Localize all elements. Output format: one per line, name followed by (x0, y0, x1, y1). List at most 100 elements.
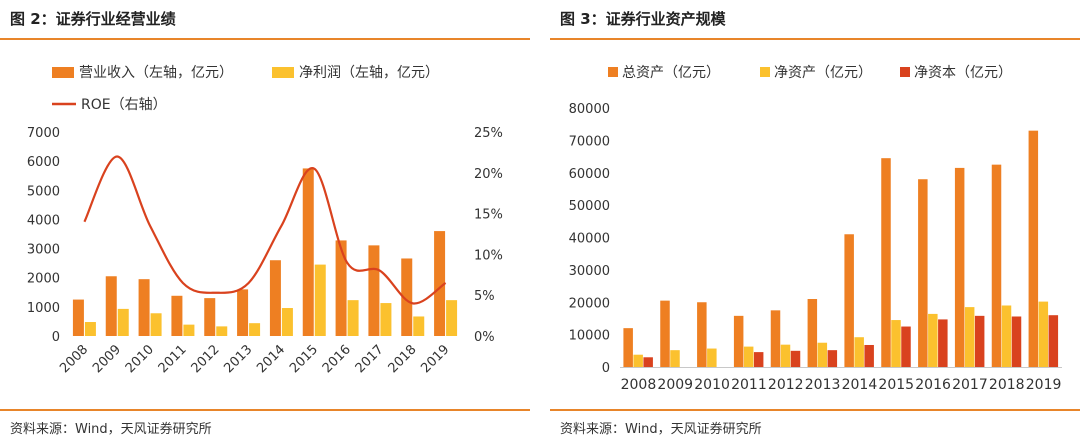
bar-net-capital (974, 315, 985, 367)
bar-profit (216, 326, 228, 336)
bar-net-capital (938, 319, 948, 367)
bar-profit (183, 324, 195, 336)
legend-swatch-revenue (52, 67, 74, 78)
bar-profit (446, 300, 458, 336)
roe-line (83, 155, 447, 305)
bar-total-assets (881, 158, 891, 367)
title-divider (0, 38, 530, 40)
bar-profit (413, 316, 425, 336)
bar-net-capital (753, 352, 764, 367)
x-axis-tick-label: 2010 (694, 377, 730, 393)
x-axis-tick-label: 2019 (1026, 377, 1062, 393)
left-axis-tick-label: 0 (52, 330, 60, 345)
source-note: 资料来源：Wind，天风证券研究所 (10, 422, 212, 437)
legend-swatch-profit (272, 67, 294, 78)
bar-total-assets (807, 299, 818, 367)
bar-net-assets (964, 307, 975, 367)
left-axis-tick-label: 3000 (27, 243, 60, 258)
bar-total-assets (954, 167, 965, 367)
bar-total-assets (844, 234, 854, 367)
x-axis-tick-label: 2018 (989, 377, 1025, 393)
bar-profit (380, 303, 392, 336)
bar-net-capital (901, 326, 911, 367)
y-axis-tick-label: 50000 (569, 199, 610, 214)
source-note: 资料来源：Wind，天风证券研究所 (560, 422, 762, 437)
bar-total-assets (623, 328, 633, 367)
bar-total-assets (1028, 130, 1039, 367)
y-axis-tick-label: 0 (602, 361, 610, 376)
x-axis-tick-label: 2015 (878, 377, 914, 393)
legend-label-total-assets: 总资产（亿元） (622, 65, 720, 81)
asset-scale-chart: 总资产（亿元） 净资产（亿元） 净资本（亿元） 0 10000 20000 30000 400… (569, 65, 1062, 393)
legend-swatch-net-capital (900, 67, 910, 77)
figure-title: 图 3：证券行业资产规模 (560, 10, 726, 28)
bar-net-assets (817, 342, 828, 367)
x-axis-tick-label: 2010 (123, 342, 157, 376)
left-axis-tick-label: 5000 (27, 184, 60, 199)
right-axis-tick-label: 5% (474, 289, 495, 304)
x-axis-tick-label: 2012 (189, 342, 223, 376)
bar-net-capital (1011, 316, 1022, 367)
y-axis-tick-label: 30000 (569, 264, 610, 279)
source-divider (550, 409, 1080, 411)
figure-title: 图 2：证券行业经营业绩 (10, 10, 176, 28)
source-divider (0, 409, 530, 411)
bar-net-capital (643, 357, 653, 367)
legend-label-net-capital: 净资本（亿元） (914, 65, 1012, 81)
x-axis-tick-label: 2011 (156, 342, 190, 376)
x-axis-tick-label: 2015 (287, 342, 321, 376)
bar-net-assets (1001, 305, 1012, 367)
x-axis-tick-label: 2017 (353, 342, 387, 376)
bar-net-assets (1038, 301, 1049, 367)
bar-net-assets (707, 348, 717, 367)
y-axis-tick-label: 80000 (569, 102, 610, 117)
legend-label-profit: 净利润（左轴，亿元） (299, 65, 439, 81)
bar-net-assets (928, 313, 938, 367)
right-axis-tick-label: 20% (474, 167, 503, 182)
title-divider (550, 38, 1080, 40)
bar-profit (84, 322, 96, 336)
bar-revenue (72, 299, 84, 336)
x-axis-tick-label: 2012 (768, 377, 804, 393)
bar-profit (117, 308, 129, 336)
x-axis-tick-label: 2009 (90, 342, 124, 376)
left-chart-panel: 图 2：证券行业经营业绩 营业收入（左轴，亿元） 净利润（左轴，亿元） ROE（右轴… (0, 0, 530, 443)
left-axis-tick-label: 2000 (27, 272, 60, 287)
bar-net-assets (780, 344, 791, 367)
bar-revenue (335, 240, 347, 336)
bar-net-capital (827, 350, 838, 367)
bar-profit (314, 264, 326, 336)
legend-swatch-net-assets (760, 67, 770, 77)
bar-total-assets (733, 315, 744, 367)
x-axis-tick-label: 2016 (320, 342, 354, 376)
y-axis-tick-label: 40000 (569, 232, 610, 247)
y-axis-tick-label: 60000 (569, 167, 610, 182)
bar-revenue (204, 298, 216, 336)
bar-revenue (171, 295, 183, 336)
x-axis-tick-label: 2016 (915, 377, 951, 393)
bar-net-capital (1048, 315, 1059, 367)
bar-net-capital (864, 344, 874, 367)
bar-revenue (138, 279, 150, 336)
bar-revenue (105, 276, 117, 336)
legend-label-revenue: 营业收入（左轴，亿元） (79, 65, 233, 81)
bar-profit (150, 313, 162, 336)
bar-profit (281, 308, 293, 336)
operating-performance-chart: 营业收入（左轴，亿元） 净利润（左轴，亿元） ROE（右轴） 0 1000 2000 300… (27, 65, 503, 376)
bar-net-assets (633, 354, 643, 367)
bar-revenue (302, 168, 314, 336)
left-axis-tick-label: 7000 (27, 126, 60, 141)
bar-total-assets (660, 300, 670, 367)
bar-revenue (401, 258, 413, 336)
bar-net-assets (891, 320, 901, 367)
x-axis-tick-label: 2013 (805, 377, 841, 393)
bar-total-assets (770, 310, 781, 367)
right-axis-tick-label: 0% (474, 330, 495, 345)
right-axis-tick-label: 10% (474, 248, 503, 263)
x-axis-tick-label: 2009 (657, 377, 693, 393)
bar-total-assets (991, 164, 1002, 367)
bar-total-assets (697, 302, 707, 367)
x-axis-tick-label: 2019 (418, 342, 452, 376)
bar-net-capital (790, 350, 801, 367)
bar-revenue (237, 289, 249, 336)
